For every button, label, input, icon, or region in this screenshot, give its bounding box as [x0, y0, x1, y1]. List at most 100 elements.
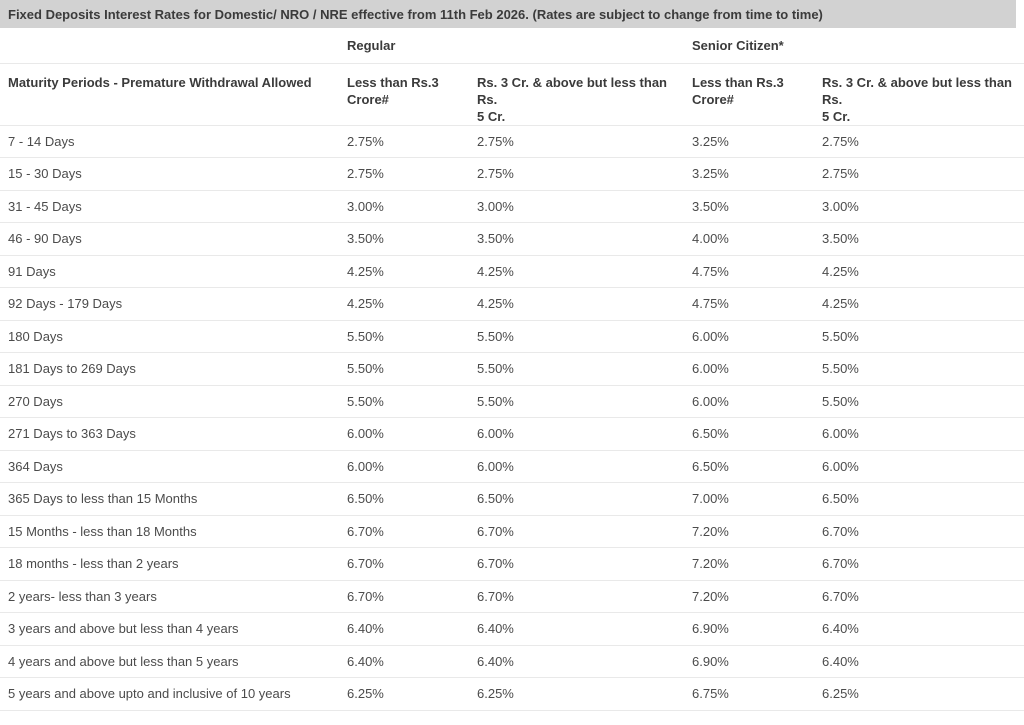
rate-cell-regular-3cr-to-5cr: 6.40% — [469, 645, 684, 678]
rate-cell-senior-less-than-3cr: 7.20% — [684, 547, 814, 581]
maturity-period-cell: 364 Days — [0, 450, 339, 483]
group-header-regular: Regular — [339, 28, 684, 64]
table-row: 18 months - less than 2 years 6.70% 6.70… — [0, 547, 1024, 581]
rate-cell-regular-less-than-3cr: 2.75% — [339, 157, 469, 191]
rate-cell-senior-3cr-to-5cr: 6.40% — [814, 645, 1024, 678]
rate-cell-regular-3cr-to-5cr: 2.75% — [469, 157, 684, 191]
rate-cell-senior-less-than-3cr: 6.00% — [684, 320, 814, 353]
table-row: 181 Days to 269 Days 5.50% 5.50% 6.00% 5… — [0, 352, 1024, 386]
rate-cell-senior-3cr-to-5cr: 5.50% — [814, 320, 1024, 353]
rate-cell-regular-less-than-3cr: 6.40% — [339, 612, 469, 646]
title-bar: Fixed Deposits Interest Rates for Domest… — [0, 0, 1016, 28]
rate-cell-regular-3cr-to-5cr: 3.50% — [469, 222, 684, 256]
rate-cell-regular-3cr-to-5cr: 5.50% — [469, 385, 684, 418]
rate-cell-senior-3cr-to-5cr: 3.50% — [814, 222, 1024, 256]
rate-cell-regular-3cr-to-5cr: 2.75% — [469, 125, 684, 158]
page-title: Fixed Deposits Interest Rates for Domest… — [8, 6, 823, 22]
rate-cell-regular-less-than-3cr: 6.00% — [339, 417, 469, 451]
rate-cell-senior-3cr-to-5cr: 5.50% — [814, 385, 1024, 418]
table-row: 3 years and above but less than 4 years … — [0, 612, 1024, 646]
column-header-regular-3cr-to-5cr: Rs. 3 Cr. & above but less than Rs. 5 Cr… — [469, 63, 684, 126]
rate-cell-regular-3cr-to-5cr: 6.00% — [469, 417, 684, 451]
maturity-period-cell: 2 years- less than 3 years — [0, 580, 339, 613]
table-row: 92 Days - 179 Days 4.25% 4.25% 4.75% 4.2… — [0, 287, 1024, 321]
maturity-period-cell: 365 Days to less than 15 Months — [0, 482, 339, 516]
table-row: 365 Days to less than 15 Months 6.50% 6.… — [0, 482, 1024, 516]
rate-cell-regular-less-than-3cr: 2.75% — [339, 125, 469, 158]
column-header-row: Maturity Periods - Premature Withdrawal … — [0, 63, 1024, 126]
rate-cell-regular-3cr-to-5cr: 5.50% — [469, 352, 684, 386]
rate-cell-regular-less-than-3cr: 3.00% — [339, 190, 469, 223]
rate-cell-regular-3cr-to-5cr: 6.70% — [469, 515, 684, 548]
maturity-period-cell: 92 Days - 179 Days — [0, 287, 339, 321]
rate-cell-senior-less-than-3cr: 4.00% — [684, 222, 814, 256]
table-row: 46 - 90 Days 3.50% 3.50% 4.00% 3.50% — [0, 222, 1024, 256]
rate-cell-regular-less-than-3cr: 4.25% — [339, 255, 469, 288]
rate-cell-senior-3cr-to-5cr: 5.50% — [814, 352, 1024, 386]
rate-cell-regular-3cr-to-5cr: 6.70% — [469, 547, 684, 581]
rate-cell-regular-less-than-3cr: 6.50% — [339, 482, 469, 516]
maturity-period-cell: 181 Days to 269 Days — [0, 352, 339, 386]
table-row: 5 years and above upto and inclusive of … — [0, 677, 1024, 711]
maturity-period-cell: 7 - 14 Days — [0, 125, 339, 158]
fd-rates-table: Regular Senior Citizen* Maturity Periods… — [0, 28, 1024, 711]
rate-cell-regular-3cr-to-5cr: 4.25% — [469, 255, 684, 288]
maturity-period-cell: 3 years and above but less than 4 years — [0, 612, 339, 646]
rate-cell-senior-3cr-to-5cr: 6.00% — [814, 417, 1024, 451]
rate-cell-regular-3cr-to-5cr: 6.70% — [469, 580, 684, 613]
group-header-senior-citizen: Senior Citizen* — [684, 28, 1024, 64]
rate-cell-senior-less-than-3cr: 6.75% — [684, 677, 814, 711]
rate-cell-regular-less-than-3cr: 6.70% — [339, 580, 469, 613]
maturity-period-cell: 15 - 30 Days — [0, 157, 339, 191]
rate-cell-regular-3cr-to-5cr: 6.40% — [469, 612, 684, 646]
rate-cell-senior-3cr-to-5cr: 4.25% — [814, 255, 1024, 288]
rate-cell-regular-less-than-3cr: 6.70% — [339, 515, 469, 548]
column-header-senior-3cr-to-5cr: Rs. 3 Cr. & above but less than Rs. 5 Cr… — [814, 63, 1024, 126]
rate-cell-senior-3cr-to-5cr: 6.00% — [814, 450, 1024, 483]
table-row: 271 Days to 363 Days 6.00% 6.00% 6.50% 6… — [0, 417, 1024, 451]
maturity-period-cell: 46 - 90 Days — [0, 222, 339, 256]
rate-cell-senior-less-than-3cr: 3.25% — [684, 125, 814, 158]
rate-cell-regular-3cr-to-5cr: 6.50% — [469, 482, 684, 516]
rate-cell-senior-less-than-3cr: 6.50% — [684, 450, 814, 483]
rate-cell-senior-less-than-3cr: 6.90% — [684, 612, 814, 646]
rate-cell-senior-3cr-to-5cr: 6.50% — [814, 482, 1024, 516]
rate-cell-senior-less-than-3cr: 3.50% — [684, 190, 814, 223]
maturity-period-cell: 270 Days — [0, 385, 339, 418]
rate-cell-senior-3cr-to-5cr: 2.75% — [814, 125, 1024, 158]
rate-cell-regular-3cr-to-5cr: 6.25% — [469, 677, 684, 711]
maturity-period-cell: 15 Months - less than 18 Months — [0, 515, 339, 548]
group-header-empty-cell — [0, 28, 339, 64]
rate-cell-senior-less-than-3cr: 4.75% — [684, 287, 814, 321]
rate-cell-senior-less-than-3cr: 6.00% — [684, 385, 814, 418]
rate-cell-senior-3cr-to-5cr: 2.75% — [814, 157, 1024, 191]
rate-cell-senior-3cr-to-5cr: 6.70% — [814, 515, 1024, 548]
rate-cell-senior-less-than-3cr: 3.25% — [684, 157, 814, 191]
rate-cell-regular-3cr-to-5cr: 6.00% — [469, 450, 684, 483]
table-row: 4 years and above but less than 5 years … — [0, 645, 1024, 678]
table-row: 31 - 45 Days 3.00% 3.00% 3.50% 3.00% — [0, 190, 1024, 223]
rate-cell-senior-3cr-to-5cr: 6.70% — [814, 580, 1024, 613]
table-row: 15 Months - less than 18 Months 6.70% 6.… — [0, 515, 1024, 548]
column-header-senior-less-than-3cr: Less than Rs.3 Crore# — [684, 63, 814, 126]
maturity-period-cell: 4 years and above but less than 5 years — [0, 645, 339, 678]
maturity-period-cell: 31 - 45 Days — [0, 190, 339, 223]
rate-cell-senior-less-than-3cr: 6.00% — [684, 352, 814, 386]
table-row: 7 - 14 Days 2.75% 2.75% 3.25% 2.75% — [0, 125, 1024, 158]
table-row: 270 Days 5.50% 5.50% 6.00% 5.50% — [0, 385, 1024, 418]
rate-cell-senior-3cr-to-5cr: 6.25% — [814, 677, 1024, 711]
table-row: 91 Days 4.25% 4.25% 4.75% 4.25% — [0, 255, 1024, 288]
rate-cell-regular-less-than-3cr: 6.40% — [339, 645, 469, 678]
table-row: 15 - 30 Days 2.75% 2.75% 3.25% 2.75% — [0, 157, 1024, 191]
rate-cell-senior-3cr-to-5cr: 6.70% — [814, 547, 1024, 581]
rate-cell-senior-less-than-3cr: 7.20% — [684, 515, 814, 548]
group-header-row: Regular Senior Citizen* — [0, 28, 1024, 64]
rate-cell-senior-less-than-3cr: 7.00% — [684, 482, 814, 516]
rate-cell-regular-less-than-3cr: 6.00% — [339, 450, 469, 483]
rate-cell-regular-3cr-to-5cr: 3.00% — [469, 190, 684, 223]
rate-cell-regular-less-than-3cr: 4.25% — [339, 287, 469, 321]
table-row: 2 years- less than 3 years 6.70% 6.70% 7… — [0, 580, 1024, 613]
maturity-period-cell: 5 years and above upto and inclusive of … — [0, 677, 339, 711]
maturity-period-cell: 271 Days to 363 Days — [0, 417, 339, 451]
column-header-maturity-periods: Maturity Periods - Premature Withdrawal … — [0, 63, 339, 126]
